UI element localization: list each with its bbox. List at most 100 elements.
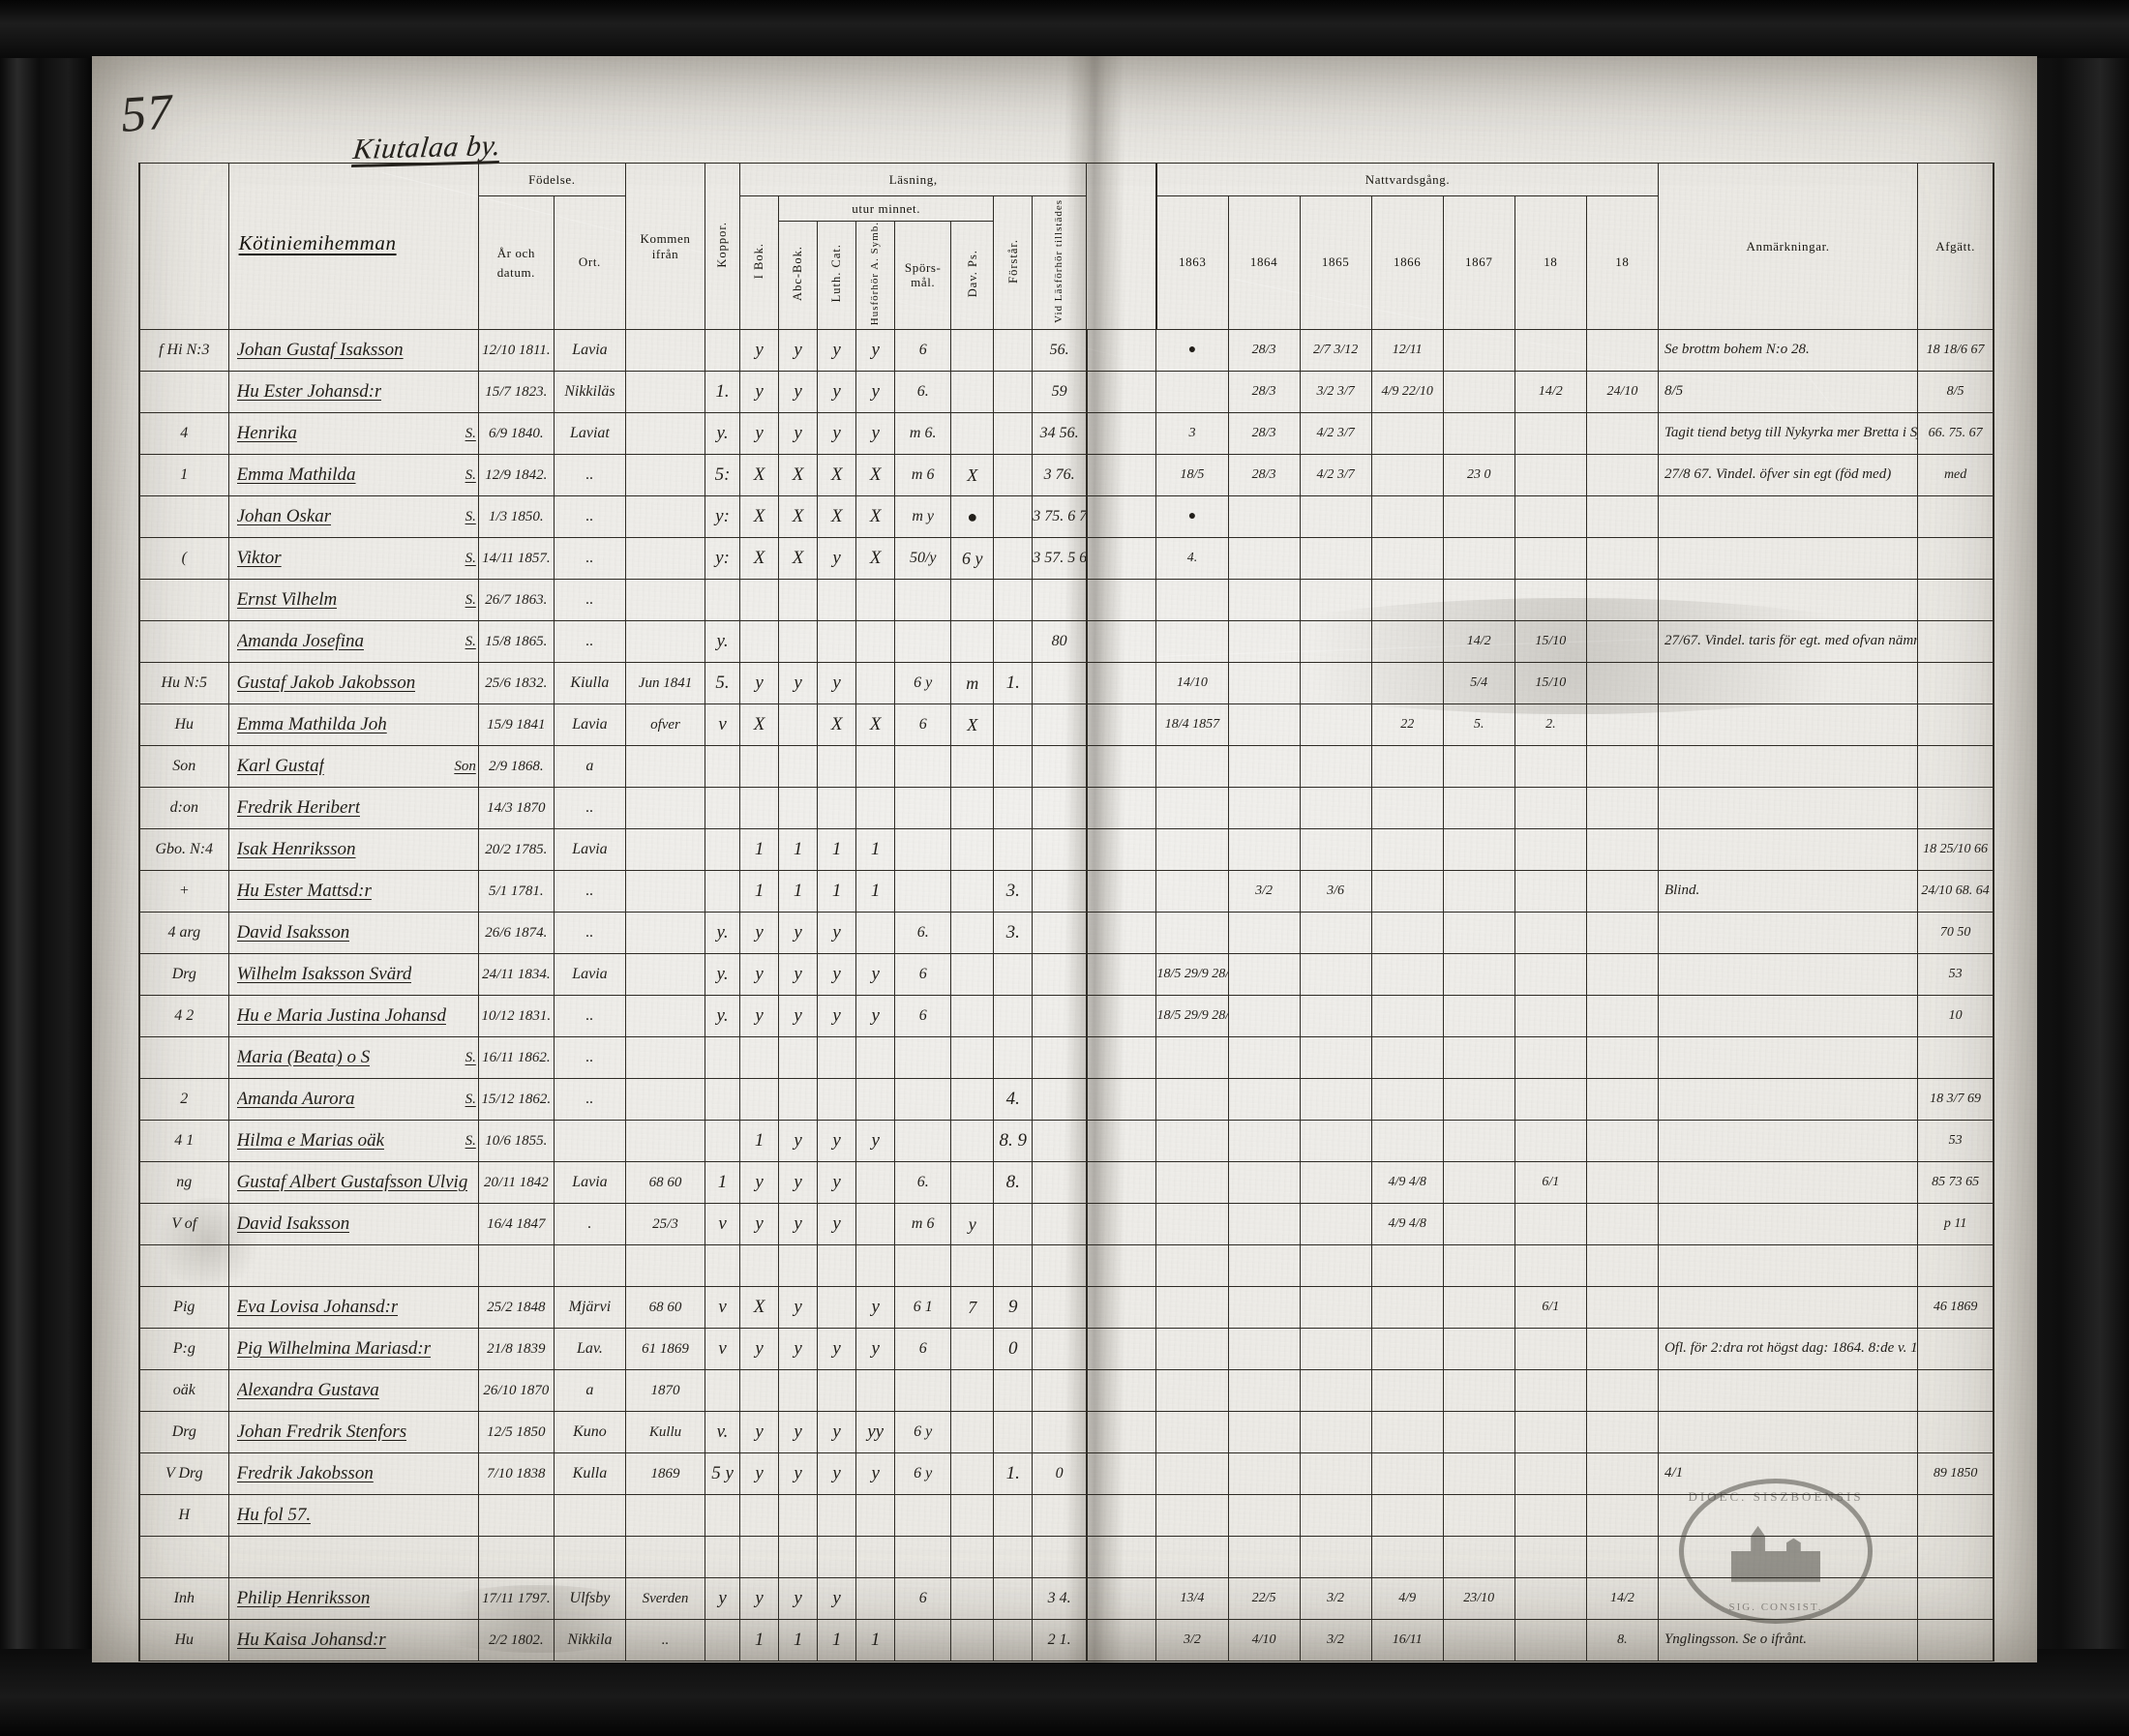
cell-name: Alexandra Gustava [227, 1369, 479, 1413]
cell-communion-4 [1442, 1536, 1515, 1579]
table-row[interactable]: Inh Philip Henriksson 17/11 1797. Ulfsby Sve… [137, 1577, 1995, 1621]
cell-sp: 6. [894, 1161, 952, 1205]
person-name: Philip Henriksson [236, 1588, 371, 1609]
table-row[interactable]: Amanda Josefina S. 15/8 1865... y. 80 14/2 15/… [137, 620, 1995, 664]
header-reading-husforhor: Husförhör A. Symb. [855, 220, 896, 331]
cell-communion-6 [1585, 1369, 1659, 1413]
table-row[interactable]: Hu Emma Mathilda Joh 15/9 1841 Lavia ofver v X… [137, 703, 1995, 747]
cell-kopp: y [705, 1577, 741, 1621]
table-row[interactable]: + Hu Ester Mattsd:r 5/1 1781... 1 1 1 1 3. 3/2 3/… [137, 870, 1995, 913]
cell-forst: 0 [993, 1328, 1034, 1371]
cell-reading-mark-3: y [855, 1286, 896, 1330]
cell-reading-mark-2: X [817, 454, 857, 497]
cell-name: Hu fol 57. [227, 1494, 479, 1538]
table-row[interactable]: oäk Alexandra Gustava 26/10 1870 a 1870 [137, 1369, 1995, 1413]
person-name: Hu e Maria Justina Johansd [236, 1005, 446, 1027]
cell-vid: 59 [1032, 371, 1088, 414]
table-row[interactable]: 4 1 Hilma e Marias oäk S. 10/6 1855. 1 y y y 8. … [137, 1120, 1995, 1163]
cell-sp [894, 870, 952, 913]
cell-communion-6: 24/10 [1585, 371, 1659, 414]
cell-sp: 6 [894, 703, 952, 747]
cell-reading-mark-0: y [739, 1161, 780, 1205]
cell-reading-mark-2: y [817, 412, 857, 456]
cell-communion-2: 4/2 3/7 [1299, 412, 1372, 456]
cell-ort: Nikkiläs [553, 371, 626, 414]
cell-side [137, 1244, 229, 1288]
cell-dav [950, 1244, 995, 1288]
cell-forst: 3. [993, 912, 1034, 955]
table-row[interactable]: Drg Wilhelm Isaksson Svärd 24/11 1834. Lavi… [137, 953, 1995, 997]
cell-name: Fredrik Jakobsson [227, 1452, 479, 1496]
cell-communion-5 [1514, 995, 1587, 1038]
cell-communion-2 [1299, 995, 1372, 1038]
cell-communion-2 [1299, 1203, 1372, 1246]
cell-communion-0: 14/10 [1155, 662, 1229, 705]
person-name: David Isaksson [236, 922, 350, 943]
cell-reading-mark-0: y [739, 371, 780, 414]
cell-side: Drg [137, 953, 229, 997]
cell-reading-mark-1: y [778, 953, 819, 997]
table-row[interactable]: Drg Johan Fredrik Stenfors 12/5 1850 Kuno Ku… [137, 1411, 1995, 1454]
cell-communion-5 [1514, 1244, 1587, 1288]
cell-reading-mark-0: y [739, 329, 780, 373]
table-row[interactable]: 4 Henrika S. 6/9 1840. Laviat y. y y y y m 6. 34 56… [137, 412, 1995, 456]
cell-ort: .. [553, 620, 626, 664]
cell-name: Amanda Aurora S. [227, 1078, 479, 1122]
cell-year: 26/10 1870 [477, 1369, 555, 1413]
table-row[interactable]: H Hu fol 57. [137, 1494, 1995, 1538]
cell-communion-0: 13/4 [1155, 1577, 1229, 1621]
table-row[interactable]: P:g Pig Wilhelmina Mariasd:r 21/8 1839 Lav.… [137, 1328, 1995, 1371]
table-row[interactable] [137, 1244, 1995, 1288]
cell-afg [1917, 787, 1995, 830]
table-row[interactable]: Hu Hu Kaisa Johansd:r 2/2 1802. Nikkila.. 1 1… [137, 1619, 1995, 1662]
table-row[interactable]: Maria (Beata) o S S. 16/11 1862... [137, 1036, 1995, 1080]
cell-reading-mark-2: y [817, 1328, 857, 1371]
cell-ort: .. [553, 1078, 626, 1122]
table-row[interactable]: Hu N:5 Gustaf Jakob Jakobsson 25/6 1832. Ki… [137, 662, 1995, 705]
cell-kopp: y. [705, 953, 741, 997]
cell-communion-0: 18/5 29/9 28/6 [1155, 995, 1229, 1038]
cell-from [624, 787, 706, 830]
table-row[interactable]: 4 arg David Isaksson 26/6 1874... y. y y y 6. 3.… [137, 912, 1995, 955]
cell-afg [1917, 1577, 1995, 1621]
cell-ort: Ulfsby [553, 1577, 626, 1621]
cell-year: 26/7 1863. [477, 579, 555, 622]
table-row[interactable]: 2 Amanda Aurora S. 15/12 1862... 4. 18 3/7 69 [137, 1078, 1995, 1122]
cell-communion-6 [1585, 537, 1659, 581]
cell-anm [1657, 1244, 1919, 1288]
table-row[interactable]: ng Gustaf Albert Gustafsson Ulvig 20/11 18… [137, 1161, 1995, 1205]
cell-reading-mark-1 [778, 579, 819, 622]
cell-communion-5: 14/2 [1514, 371, 1587, 414]
cell-reading-mark-1: X [778, 537, 819, 581]
cell-from: Sverden [624, 1577, 706, 1621]
table-row[interactable]: Son Karl Gustaf Son 2/9 1868. a [137, 745, 1995, 789]
cell-side: H [137, 1494, 229, 1538]
table-row[interactable]: f Hi N:3 Johan Gustaf Isaksson 12/10 1811.… [137, 329, 1995, 373]
header-smallpox: Koppor. [705, 162, 741, 331]
cell-dav [950, 1078, 995, 1122]
cell-name: Wilhelm Isaksson Svärd [227, 953, 479, 997]
cell-spacer [1086, 620, 1157, 664]
cell-reading-mark-2: y [817, 537, 857, 581]
table-row[interactable]: Ernst Vilhelm S. 26/7 1863... [137, 579, 1995, 622]
folio-number: 57 [119, 84, 175, 143]
person-relation: Son [454, 758, 476, 774]
cell-afg [1917, 1411, 1995, 1454]
table-row[interactable]: Gbo. N:4 Isak Henriksson 20/2 1785. Lavia 1 1… [137, 828, 1995, 872]
table-row[interactable]: Hu Ester Johansd:r 15/7 1823. Nikkiläs 1. y y… [137, 371, 1995, 414]
table-row[interactable]: Pig Eva Lovisa Johansd:r 25/2 1848 Mjärvi 68… [137, 1286, 1995, 1330]
person-name: Amanda Aurora [236, 1089, 355, 1110]
table-row[interactable]: 4 2 Hu e Maria Justina Johansd 10/12 1831.… [137, 995, 1995, 1038]
cell-communion-5 [1514, 1536, 1587, 1579]
cell-forst [993, 1619, 1034, 1662]
cell-communion-2 [1299, 1328, 1372, 1371]
cell-name: Hu Kaisa Johansd:r [227, 1619, 479, 1662]
cell-vid [1032, 1536, 1088, 1579]
cell-afg [1917, 1244, 1995, 1288]
table-row[interactable]: d:on Fredrik Heribert 14/3 1870.. [137, 787, 1995, 830]
cell-forst: 4. [993, 1078, 1034, 1122]
